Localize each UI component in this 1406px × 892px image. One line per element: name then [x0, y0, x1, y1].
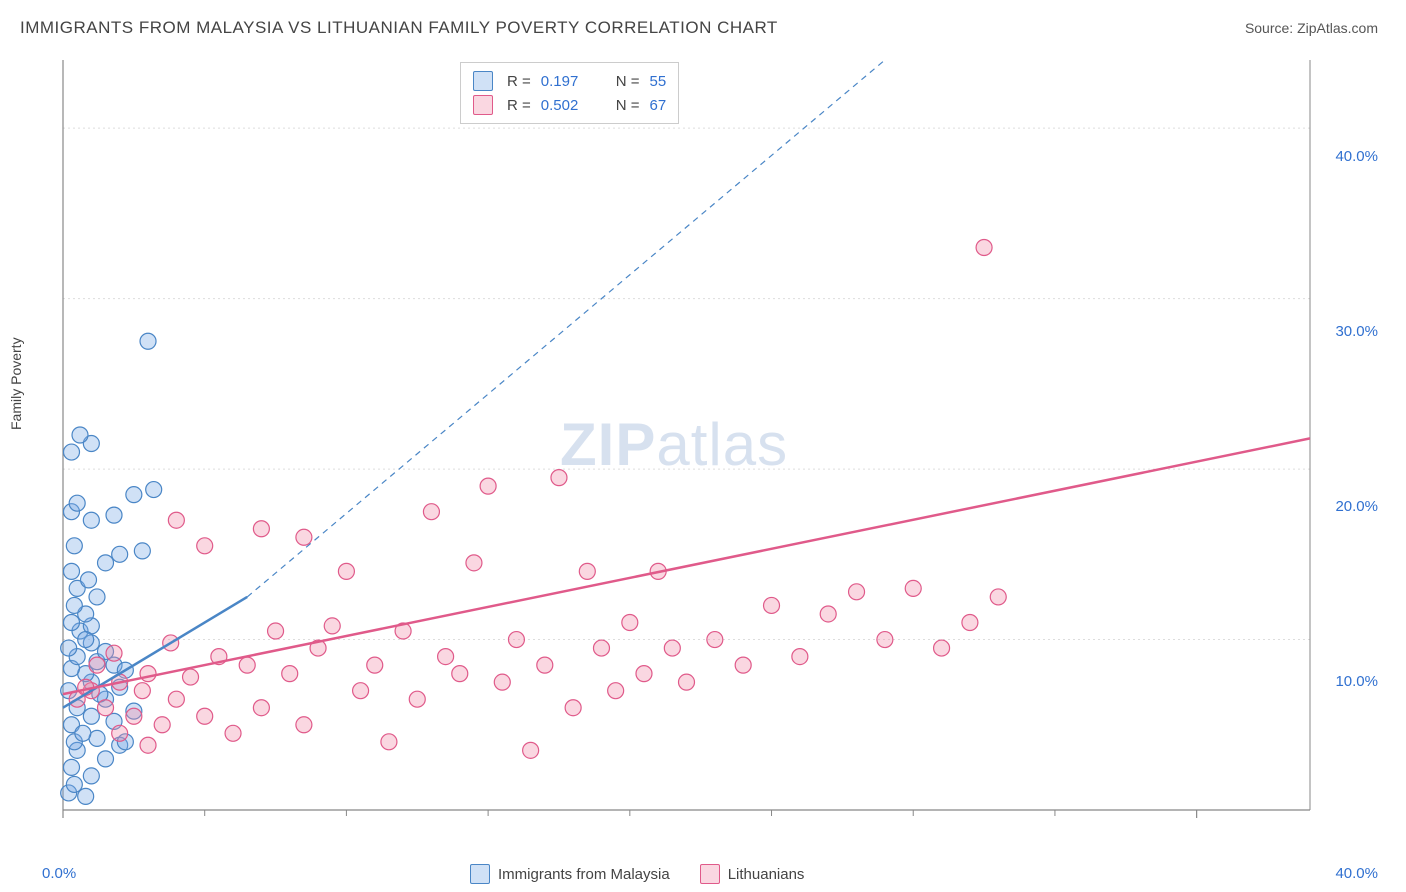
legend-label-0: Immigrants from Malaysia	[498, 866, 670, 883]
legend-swatch-bottom-1	[700, 864, 720, 884]
n-label: N =	[616, 97, 640, 114]
r-value-1: 0.502	[541, 97, 596, 114]
correlation-row-0: R = 0.197 N = 55	[473, 69, 666, 93]
r-label: R =	[507, 97, 531, 114]
y-tick-40: 40.0%	[1335, 148, 1378, 165]
x-tick-40: 40.0%	[1335, 865, 1378, 882]
legend-item-1: Lithuanians	[700, 864, 805, 884]
chart-title: IMMIGRANTS FROM MALAYSIA VS LITHUANIAN F…	[20, 18, 778, 38]
legend-swatch-bottom-0	[470, 864, 490, 884]
series-legend: Immigrants from Malaysia Lithuanians	[470, 864, 804, 884]
legend-label-1: Lithuanians	[728, 866, 805, 883]
r-value-0: 0.197	[541, 73, 596, 90]
n-value-1: 67	[650, 97, 667, 114]
r-label: R =	[507, 73, 531, 90]
scatter-plot-svg	[55, 60, 1365, 840]
y-tick-30: 30.0%	[1335, 323, 1378, 340]
x-tick-0: 0.0%	[42, 865, 76, 882]
legend-swatch-0	[473, 71, 493, 91]
legend-swatch-1	[473, 95, 493, 115]
y-tick-10: 10.0%	[1335, 673, 1378, 690]
correlation-row-1: R = 0.502 N = 67	[473, 93, 666, 117]
chart-container: IMMIGRANTS FROM MALAYSIA VS LITHUANIAN F…	[0, 0, 1406, 892]
correlation-legend: R = 0.197 N = 55 R = 0.502 N = 67	[460, 62, 679, 124]
legend-item-0: Immigrants from Malaysia	[470, 864, 670, 884]
source-attribution: Source: ZipAtlas.com	[1245, 20, 1378, 36]
y-tick-20: 20.0%	[1335, 498, 1378, 515]
n-value-0: 55	[650, 73, 667, 90]
n-label: N =	[616, 73, 640, 90]
plot-area	[55, 60, 1365, 840]
y-axis-label: Family Poverty	[8, 337, 24, 430]
